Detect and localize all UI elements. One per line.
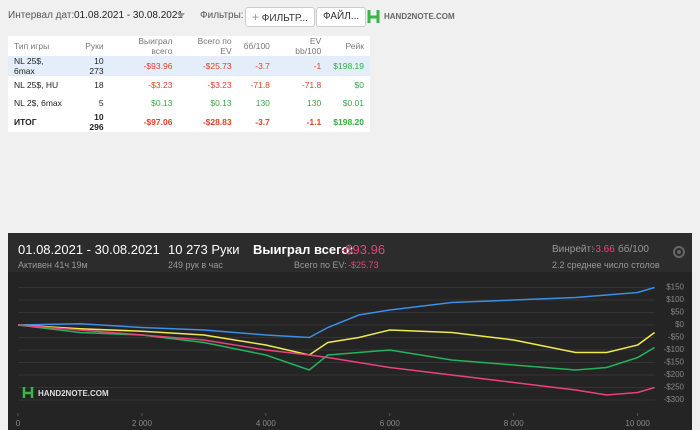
- y-tick-label: $50: [671, 308, 685, 317]
- x-tick-label: 8 000: [504, 419, 525, 428]
- graph-panel: 01.08.2021 - 30.08.2021 Активен 41ч 19м …: [8, 233, 692, 430]
- winrate-value: -3.66: [592, 244, 615, 255]
- table-cell: $198.20: [333, 117, 364, 127]
- ev-label: Всего по EV:: [294, 260, 347, 270]
- header-cell: бб/100: [243, 41, 270, 51]
- chart: $150 $100 $50 $0 -$50 -$100 -$150 -$200 -$250 -$3…: [8, 272, 692, 430]
- logo: HAND2NOTE.COM: [384, 12, 455, 21]
- table-cell: NL 25$, 6max: [8, 56, 72, 76]
- table-cell: -$25.73: [178, 56, 238, 76]
- header-row: Тип игры Руки Выиграл всего Всего по EV бб/1…: [8, 36, 370, 56]
- table-cell: -$3.23: [207, 80, 232, 90]
- table-cell: $0.13: [151, 98, 173, 108]
- x-tick-label: 2 000: [132, 419, 153, 428]
- hands-per-hour: 249 рук в час: [168, 260, 223, 270]
- winrate-label: Винрейт:: [552, 244, 594, 255]
- table-cell: 10 273: [71, 56, 110, 76]
- table-cell: 18: [94, 80, 104, 90]
- table-cell: -$28.83: [202, 117, 232, 127]
- table-cell: -71.8: [301, 80, 322, 90]
- table-cell: 130: [307, 98, 322, 108]
- y-tick-label: -$300: [664, 395, 685, 404]
- filter-button[interactable]: + ФИЛЬТР...: [245, 7, 315, 27]
- header-cell: EV bb/100: [295, 36, 322, 56]
- chart-logo-icon: [22, 387, 34, 398]
- filters-label: Фильтры:: [200, 10, 244, 21]
- y-tick-label: -$250: [664, 383, 685, 392]
- ev-value: -$25.73: [348, 260, 379, 270]
- table-cell: NL 2$, 6max: [14, 98, 62, 108]
- tables-avg: 2.2 среднее число столов: [552, 260, 660, 270]
- panel-date: 01.08.2021 - 30.08.2021: [18, 242, 160, 257]
- settings-icon[interactable]: [672, 245, 686, 259]
- dropdown-arrow[interactable]: [177, 13, 185, 19]
- table-cell: -3.7: [255, 117, 270, 127]
- table-cell: -$3.23: [148, 80, 173, 90]
- header-cell: Выиграл всего: [138, 36, 173, 56]
- y-tick-label: -$150: [664, 358, 685, 367]
- active-time: Активен 41ч 19м: [18, 260, 88, 270]
- table-row: NL 2$, 6max 5 $0.13 $0.13 130 130 $0.01: [8, 94, 370, 112]
- header-cell: Рейк: [345, 41, 365, 51]
- table-cell: -1: [275, 56, 328, 76]
- file-button[interactable]: ФАЙЛ...: [316, 7, 367, 27]
- won-label: Выиграл всего:: [253, 242, 354, 257]
- y-tick-label: -$100: [664, 345, 685, 354]
- table-cell: -3.7: [237, 56, 276, 76]
- stats-table: Тип игры Руки Выиграл всего Всего по EV бб/1…: [8, 36, 370, 132]
- table-cell: 130: [255, 98, 270, 108]
- y-tick-label: -$50: [668, 333, 685, 342]
- date-range[interactable]: 01.08.2021 - 30.08.2021: [74, 10, 183, 21]
- x-tick-label: 4 000: [256, 419, 277, 428]
- table-cell: ИТОГ: [14, 117, 37, 127]
- hands: 10 273 Руки: [168, 242, 240, 257]
- logo-icon: [367, 10, 380, 23]
- x-tick-label: 0: [16, 419, 21, 428]
- table-cell: $0.01: [342, 98, 364, 108]
- series-line: [17, 324, 656, 356]
- table-cell: $0: [354, 80, 364, 90]
- table-cell: -$93.96: [109, 56, 179, 76]
- y-tick-label: $150: [666, 283, 684, 292]
- header-cell: Руки: [85, 41, 104, 51]
- plot-background: [8, 272, 692, 430]
- table-cell: NL 25$, HU: [14, 80, 59, 90]
- filter-button-text: ФИЛЬТР...: [261, 13, 308, 24]
- y-tick-label: $0: [675, 320, 684, 329]
- series-line: [17, 286, 655, 339]
- header-cell: Всего по EV: [197, 36, 232, 56]
- table-row: NL 25$, HU 18 -$3.23 -$3.23 -71.8 -71.8 $0: [8, 76, 370, 94]
- table-cell: $0.13: [210, 98, 232, 108]
- date-label: Интервал дат:: [8, 10, 75, 21]
- chart-logo: HAND2NOTE.COM: [38, 389, 109, 398]
- y-tick-label: $100: [666, 295, 684, 304]
- table-cell: -$97.06: [143, 117, 173, 127]
- won-value: -$93.96: [341, 242, 386, 257]
- table-cell: 10 296: [89, 112, 104, 132]
- table-cell: 5: [98, 98, 104, 108]
- series-line: [17, 324, 655, 371]
- table-row: NL 25$, 6max 10 273 -$93.96 -$25.73 -3.7 -1 $1…: [8, 56, 370, 76]
- table-row: ИТОГ 10 296 -$97.06 -$28.83 -3.7 -1.1 $198.20: [8, 112, 370, 132]
- y-tick-label: -$200: [664, 370, 685, 379]
- header-cell: Тип игры: [14, 41, 50, 51]
- x-tick-label: 6 000: [380, 419, 401, 428]
- table-cell: -1.1: [306, 117, 322, 127]
- winrate-unit: бб/100: [618, 244, 649, 255]
- x-tick-label: 10 000: [625, 419, 650, 428]
- series-line: [17, 324, 655, 396]
- table-cell: $198.19: [327, 56, 370, 76]
- table-cell: -71.8: [250, 80, 270, 90]
